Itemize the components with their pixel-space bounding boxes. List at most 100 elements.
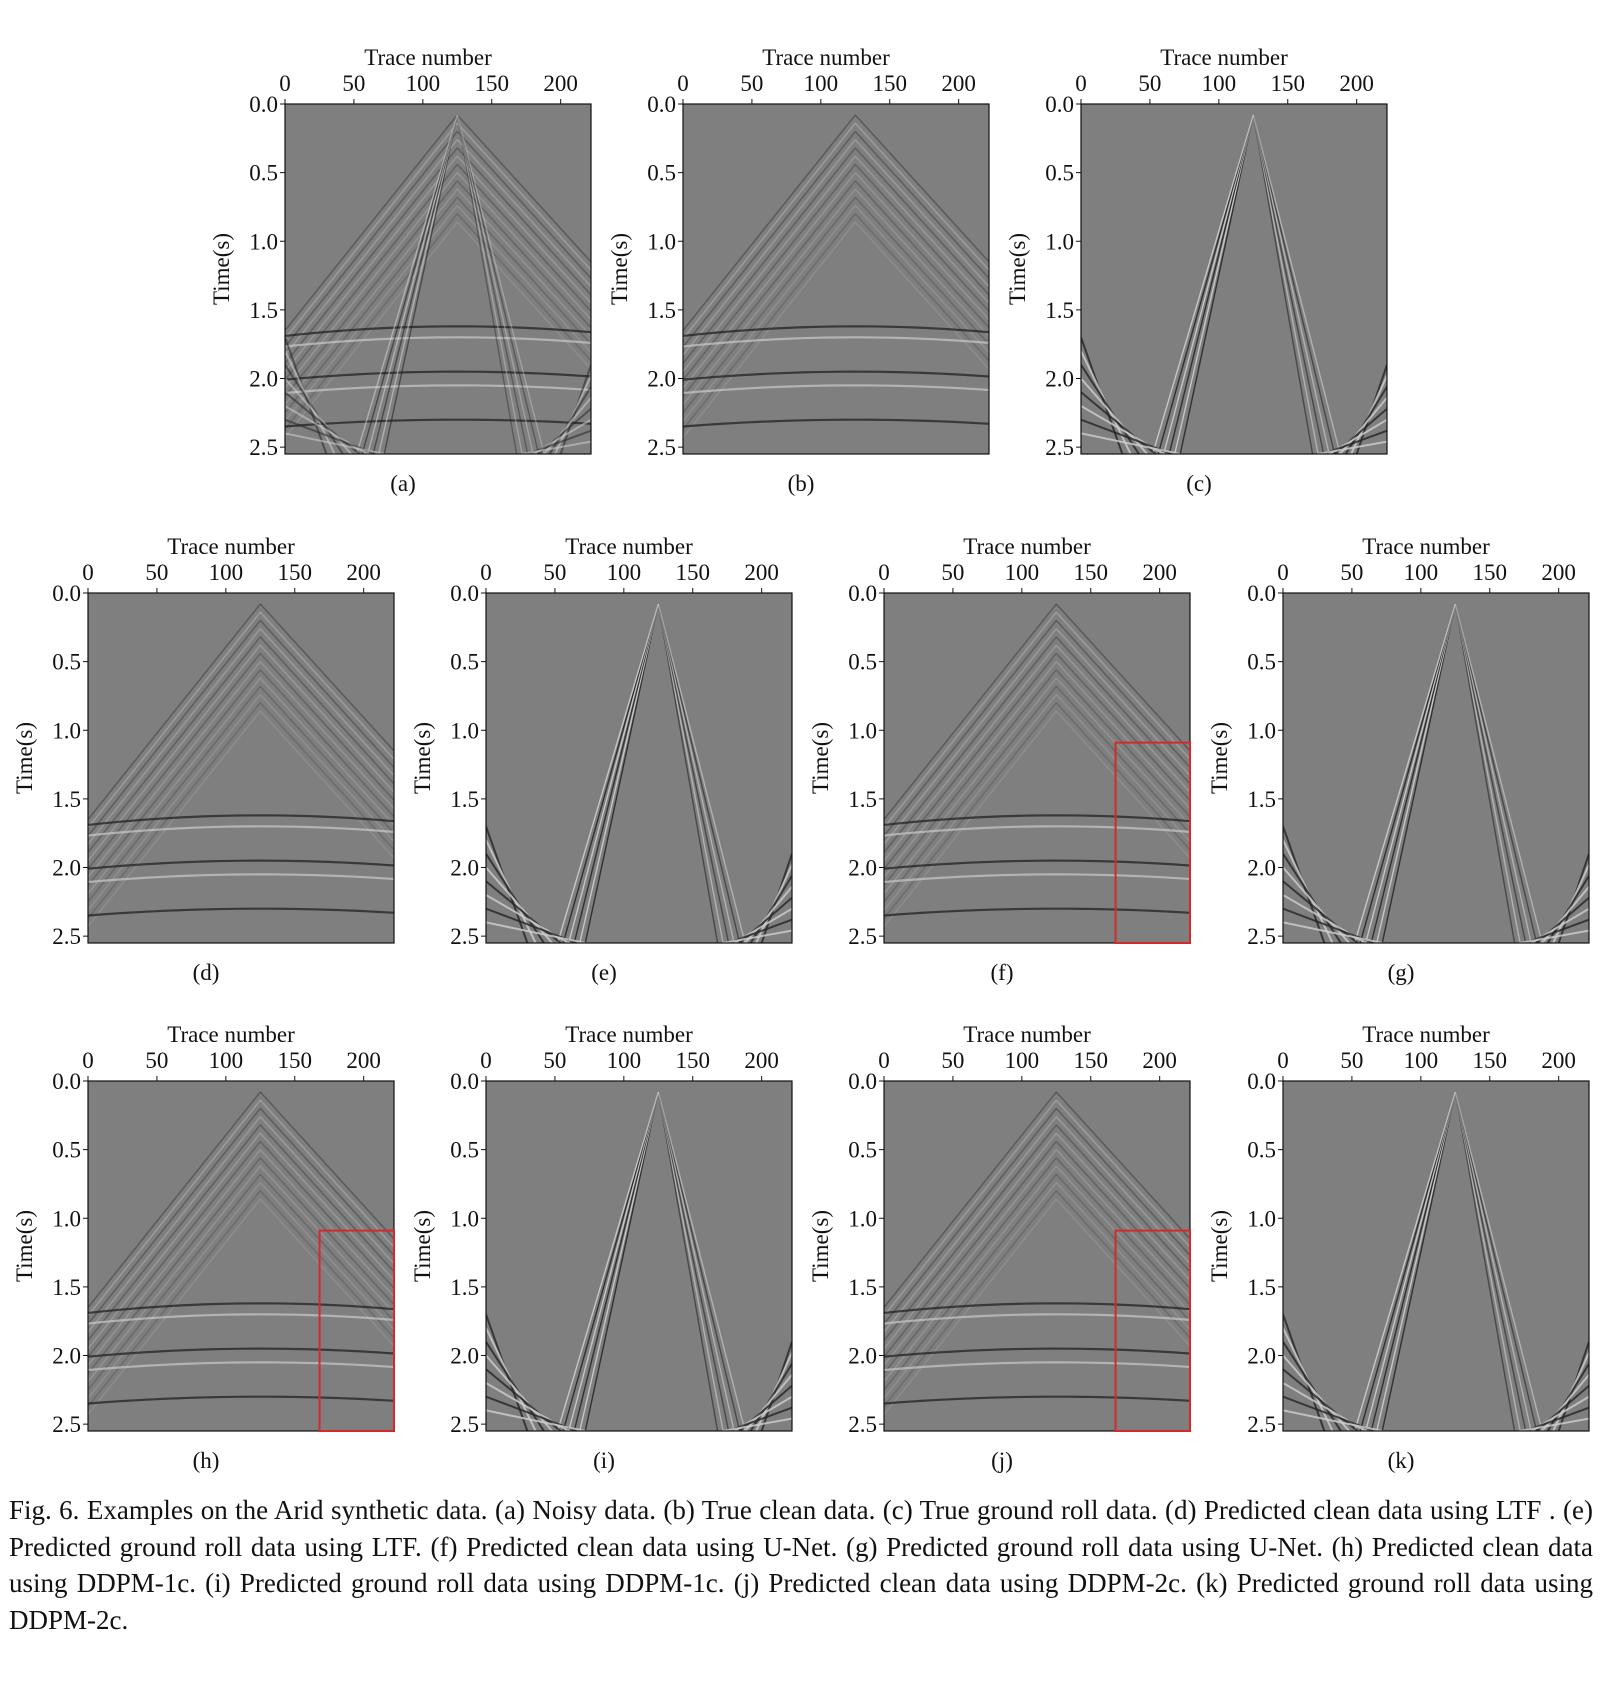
y-tick-label: 0.0 <box>848 581 877 606</box>
x-tick-label: 100 <box>209 560 244 585</box>
x-tick-label: 150 <box>676 1048 711 1073</box>
y-tick-label: 1.0 <box>52 718 81 743</box>
seismic-image <box>1081 104 1387 454</box>
y-tick-label: 0.0 <box>1247 1069 1276 1094</box>
y-axis-title: Time(s) <box>1207 1210 1232 1282</box>
x-tick-label: 150 <box>475 71 510 96</box>
x-tick-label: 50 <box>145 1048 168 1073</box>
x-tick-label: 0 <box>279 71 291 96</box>
y-tick-label: 0.5 <box>249 161 278 186</box>
y-tick-label: 1.0 <box>450 718 479 743</box>
panel-label: (i) <box>593 1448 615 1473</box>
panel-label: (b) <box>788 471 815 496</box>
x-tick-label: 200 <box>346 1048 381 1073</box>
y-tick-label: 1.5 <box>249 298 278 323</box>
y-tick-label: 1.5 <box>1045 298 1074 323</box>
y-tick-label: 0.0 <box>52 581 81 606</box>
y-tick-label: 1.0 <box>1247 1206 1276 1231</box>
x-tick-label: 200 <box>1339 71 1374 96</box>
seismic-image <box>486 1081 792 1431</box>
y-tick-label: 0.5 <box>52 1138 81 1163</box>
x-tick-label: 100 <box>1202 71 1237 96</box>
y-tick-label: 0.5 <box>1045 161 1074 186</box>
y-axis-title: Time(s) <box>12 1210 37 1282</box>
x-axis-title: Trace number <box>1362 1022 1490 1047</box>
panel-label: (h) <box>193 1448 220 1473</box>
y-tick-label: 0.5 <box>1247 650 1276 675</box>
x-tick-label: 0 <box>82 1048 94 1073</box>
y-tick-label: 2.0 <box>1247 1344 1276 1369</box>
panel-label: (f) <box>991 960 1014 985</box>
y-tick-label: 1.5 <box>450 1275 479 1300</box>
y-tick-label: 0.5 <box>52 650 81 675</box>
plot-frame <box>682 103 990 455</box>
highlight-box <box>1114 741 1192 944</box>
x-tick-label: 150 <box>278 560 313 585</box>
x-tick-label: 100 <box>1404 1048 1439 1073</box>
y-tick-label: 1.0 <box>1247 718 1276 743</box>
panel: 0 50 100 150 200 0.0 0.5 1.0 1.5 2.0 2.5 Trace numb… <box>808 534 1192 985</box>
y-axis-title: Time(s) <box>410 722 435 794</box>
y-tick-label: 2.5 <box>52 1412 81 1437</box>
y-axis-title: Time(s) <box>808 1210 833 1282</box>
panel-label: (c) <box>1186 471 1212 496</box>
x-tick-label: 0 <box>677 71 689 96</box>
panel-label: (k) <box>1388 1448 1415 1473</box>
panel-label: (a) <box>390 471 416 496</box>
y-tick-label: 0.5 <box>647 161 676 186</box>
y-tick-label: 0.5 <box>848 650 877 675</box>
x-tick-label: 200 <box>1541 1048 1576 1073</box>
y-tick-label: 0.0 <box>450 581 479 606</box>
x-tick-label: 150 <box>278 1048 313 1073</box>
x-tick-label: 150 <box>1473 1048 1508 1073</box>
panel-label: (d) <box>193 960 220 985</box>
y-tick-label: 2.0 <box>450 1344 479 1369</box>
y-tick-label: 1.0 <box>848 1206 877 1231</box>
x-tick-label: 50 <box>1340 1048 1363 1073</box>
x-tick-label: 50 <box>1138 71 1161 96</box>
x-axis-title: Trace number <box>762 45 890 70</box>
y-axis-title: Time(s) <box>1207 722 1232 794</box>
y-tick-label: 1.5 <box>1247 787 1276 812</box>
seismic-image <box>88 1081 394 1431</box>
y-axis-title: Time(s) <box>12 722 37 794</box>
x-axis-title: Trace number <box>963 534 1091 559</box>
y-tick-label: 1.5 <box>450 787 479 812</box>
seismic-events <box>88 603 394 928</box>
y-tick-label: 0.5 <box>1247 1138 1276 1163</box>
x-tick-label: 150 <box>676 560 711 585</box>
x-tick-label: 0 <box>1277 560 1289 585</box>
x-tick-label: 50 <box>543 560 566 585</box>
plot-frame <box>1080 103 1388 455</box>
y-tick-label: 2.5 <box>848 924 877 949</box>
x-tick-label: 200 <box>941 71 976 96</box>
x-tick-label: 100 <box>607 1048 642 1073</box>
y-tick-label: 1.5 <box>52 787 81 812</box>
y-axis-title: Time(s) <box>1005 233 1030 305</box>
panel: 0 50 100 150 200 0.0 0.5 1.0 1.5 2.0 2.5 Trace numb… <box>1005 45 1388 496</box>
figure: 0 50 100 150 200 0.0 0.5 1.0 1.5 2.0 2.5 Trace numb… <box>12 45 1590 1473</box>
x-tick-label: 150 <box>873 71 908 96</box>
seismic-events <box>884 1091 1190 1416</box>
x-axis-title: Trace number <box>364 45 492 70</box>
y-tick-label: 2.0 <box>647 367 676 392</box>
x-axis-title: Trace number <box>1362 534 1490 559</box>
y-tick-label: 0.0 <box>52 1069 81 1094</box>
y-tick-label: 1.5 <box>848 1275 877 1300</box>
y-tick-label: 2.0 <box>52 856 81 881</box>
x-tick-label: 200 <box>744 1048 779 1073</box>
panel: 0 50 100 150 200 0.0 0.5 1.0 1.5 2.0 2.5 Trace numb… <box>209 45 592 496</box>
panel-label: (e) <box>591 960 617 985</box>
seismic-events <box>884 603 1190 928</box>
y-tick-label: 0.0 <box>848 1069 877 1094</box>
y-axis-title: Time(s) <box>209 233 234 305</box>
seismic-events <box>285 114 591 454</box>
y-axis-title: Time(s) <box>607 233 632 305</box>
x-tick-label: 50 <box>1340 560 1363 585</box>
x-tick-label: 100 <box>406 71 441 96</box>
x-tick-label: 100 <box>209 1048 244 1073</box>
y-tick-label: 2.5 <box>1045 435 1074 460</box>
x-tick-label: 50 <box>342 71 365 96</box>
seismic-image <box>486 593 792 943</box>
y-tick-label: 2.5 <box>249 435 278 460</box>
